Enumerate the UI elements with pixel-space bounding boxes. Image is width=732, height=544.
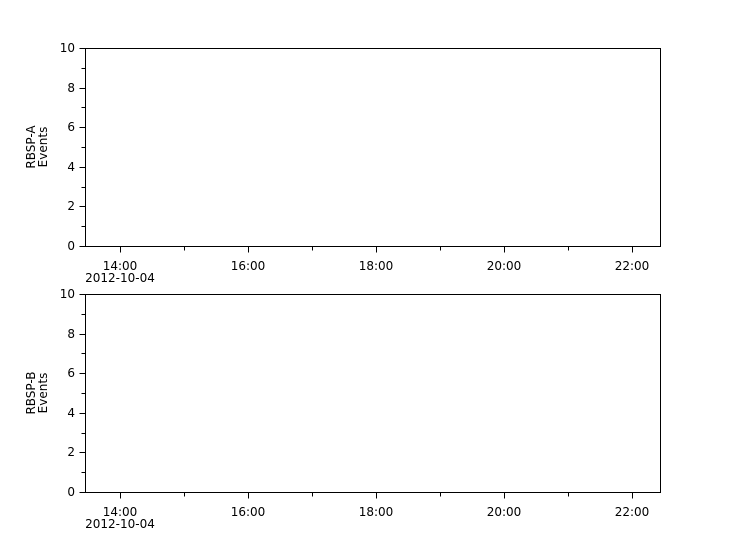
y-tick-label: 10 — [60, 41, 75, 55]
x-tick-label: 16:00 — [231, 505, 266, 519]
y-tick-label: 2 — [67, 445, 75, 459]
y-tick-label: 2 — [67, 199, 75, 213]
y-tick-label: 6 — [67, 366, 75, 380]
y-tick-label: 6 — [67, 120, 75, 134]
plot-frame — [85, 48, 661, 247]
y-tick-label: 4 — [67, 160, 75, 174]
x-tick-label: 18:00 — [359, 505, 394, 519]
x-tick-label: 14:00 — [103, 259, 138, 273]
plot-frame — [85, 294, 661, 493]
x-tick-label: 22:00 — [615, 259, 650, 273]
y-axis-label-units: Events — [36, 373, 50, 414]
y-tick-label: 10 — [60, 287, 75, 301]
x-tick-label: 18:00 — [359, 259, 394, 273]
x-tick-date-label: 2012-10-04 — [85, 517, 155, 531]
x-tick-label: 20:00 — [487, 259, 522, 273]
y-tick-label: 8 — [67, 327, 75, 341]
y-tick-label: 8 — [67, 81, 75, 95]
y-axis-label: RBSP-A — [24, 125, 38, 169]
x-tick-date-label: 2012-10-04 — [85, 271, 155, 285]
y-tick-label: 0 — [67, 485, 75, 499]
y-axis-label: RBSP-B — [24, 371, 38, 414]
x-tick-label: 14:00 — [103, 505, 138, 519]
y-axis-label-units: Events — [36, 127, 50, 168]
x-tick-label: 20:00 — [487, 505, 522, 519]
x-tick-label: 22:00 — [615, 505, 650, 519]
y-tick-label: 4 — [67, 406, 75, 420]
x-tick-label: 16:00 — [231, 259, 266, 273]
y-tick-label: 0 — [67, 239, 75, 253]
